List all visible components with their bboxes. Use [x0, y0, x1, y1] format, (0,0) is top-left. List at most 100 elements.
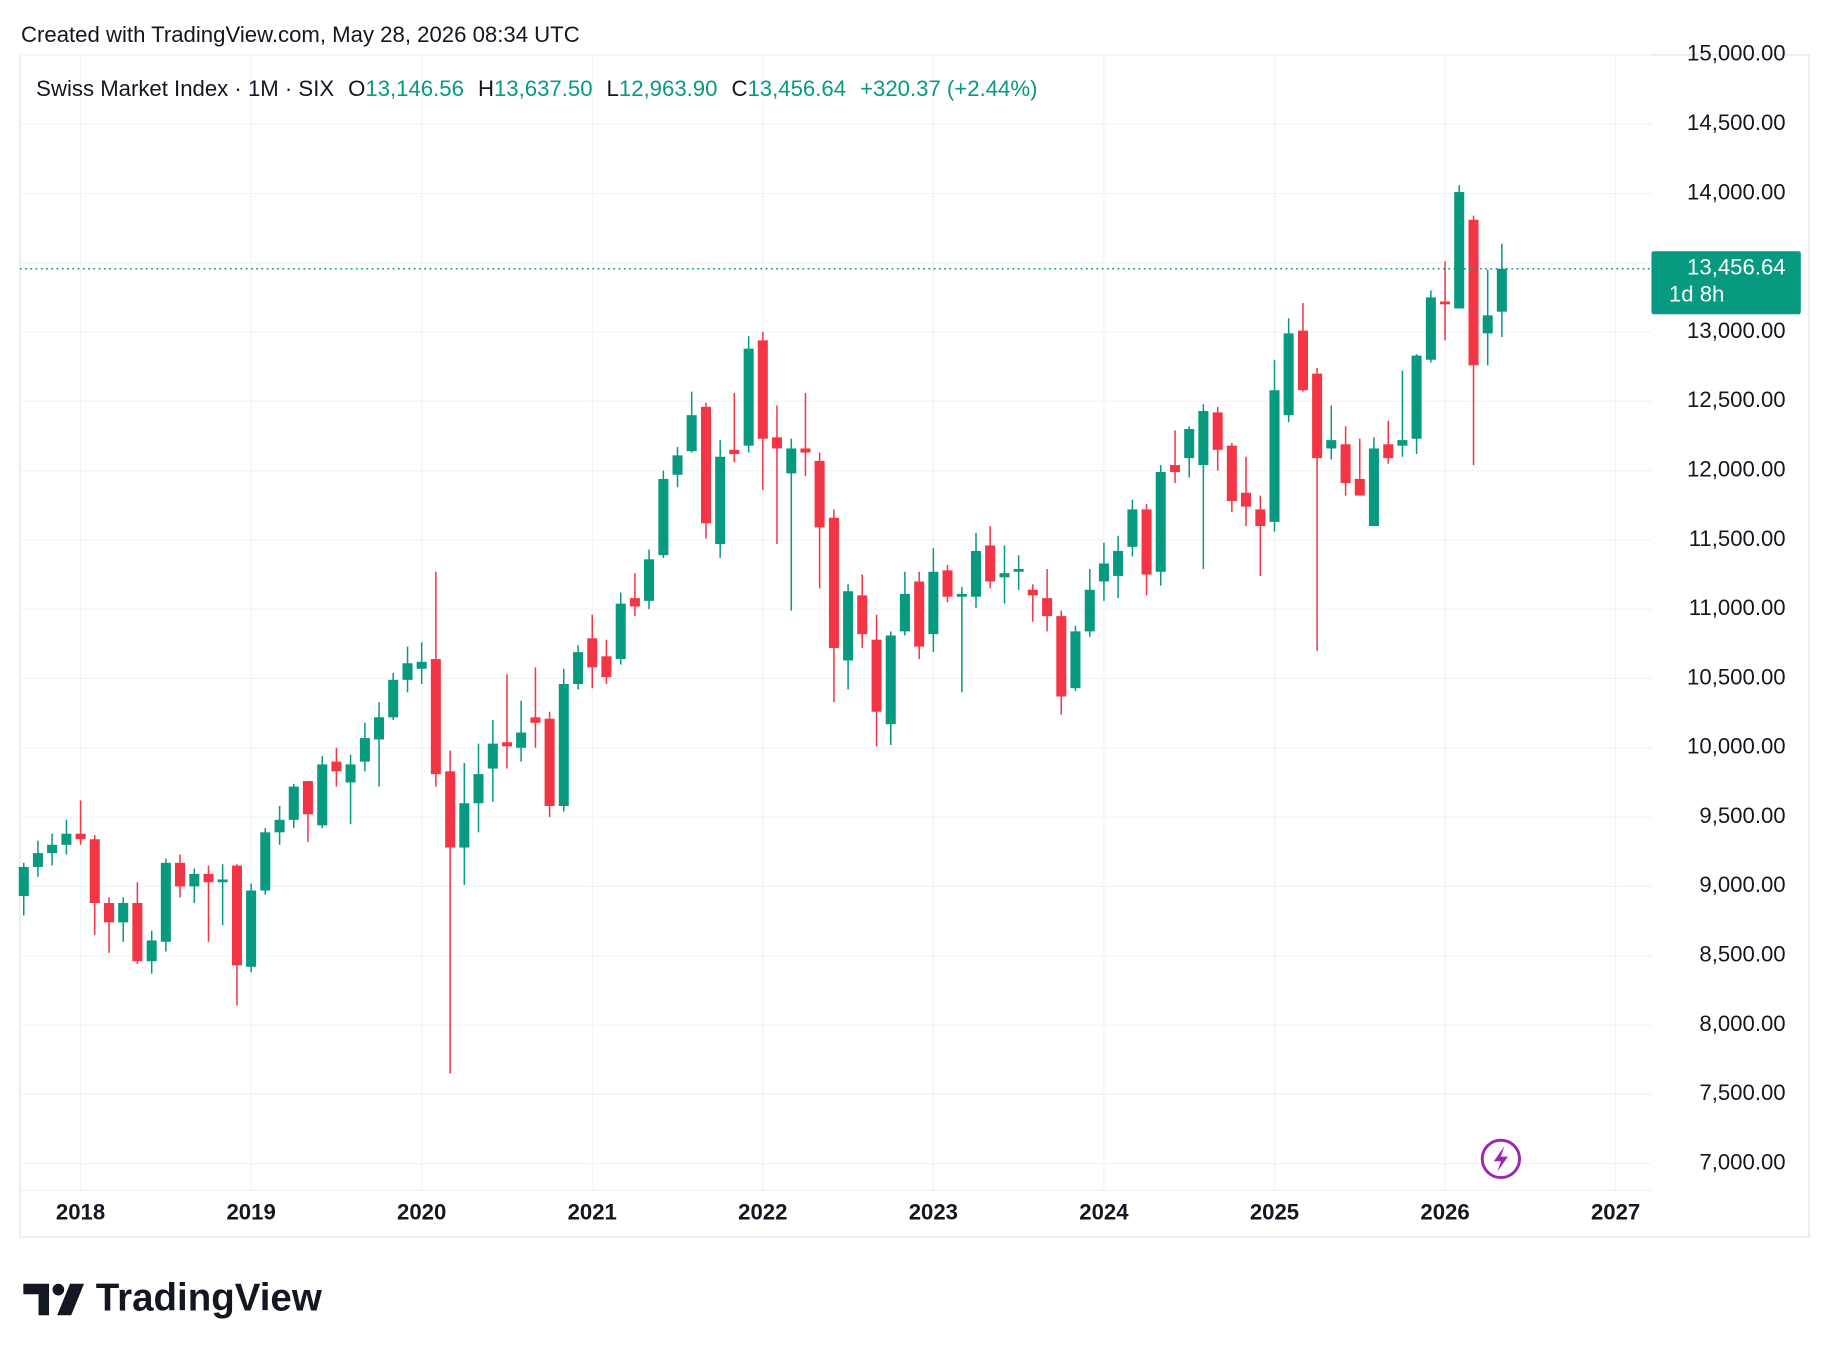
- x-tick-label: 2023: [909, 1200, 958, 1225]
- candle-body: [1212, 412, 1223, 450]
- candle-body: [402, 663, 413, 680]
- candle-body: [1042, 598, 1053, 617]
- candle-body: [857, 595, 868, 635]
- y-tick-label: 8,000.00: [1699, 1011, 1785, 1036]
- x-tick-label: 2026: [1420, 1200, 1469, 1225]
- logo-mark: [23, 1283, 50, 1316]
- legend-change: +320.37 (+2.44%): [860, 76, 1037, 101]
- candle-body: [302, 781, 313, 815]
- candle-body: [700, 406, 712, 524]
- candle-body: [771, 437, 782, 449]
- candle-body: [1056, 616, 1067, 697]
- axes: 7,000.00 7,500.00 8,000.00 8,500.00 9,000.00…: [19, 41, 1801, 1225]
- y-tick-label: 9,500.00: [1699, 803, 1785, 828]
- candle-body: [743, 348, 754, 446]
- legend-value: 12,963.90: [619, 76, 718, 101]
- candle-body: [359, 738, 370, 762]
- candle-body: [629, 598, 640, 607]
- candle-body: [1141, 509, 1152, 575]
- y-tick-label: 11,000.00: [1689, 595, 1786, 620]
- candle-body: [32, 853, 43, 867]
- candle-body: [1255, 509, 1266, 527]
- candle-body: [544, 718, 555, 806]
- candle-body: [1425, 297, 1436, 360]
- legend-value: 13,456.64: [747, 76, 846, 101]
- y-tick-label: 12,000.00: [1687, 456, 1786, 481]
- candle-body: [928, 571, 939, 635]
- candle-body: [160, 862, 171, 942]
- candle-body: [104, 902, 115, 923]
- candle-body: [558, 684, 569, 806]
- caption: Created with TradingView.com, May 28, 20…: [21, 22, 580, 47]
- candle-body: [487, 743, 498, 769]
- candle-body: [1184, 429, 1195, 459]
- candle-body: [132, 902, 143, 962]
- brand-logo: [23, 1283, 85, 1316]
- candle-body: [1155, 471, 1166, 572]
- logo-slash: [57, 1283, 85, 1316]
- y-tick-label: 14,500.00: [1687, 110, 1786, 135]
- candle-body: [1027, 589, 1038, 596]
- candle-body: [615, 603, 626, 660]
- candle-body: [1269, 390, 1280, 522]
- x-tick-label: 2022: [738, 1200, 787, 1225]
- legend-value: 13,637.50: [494, 76, 593, 101]
- y-tick-label: 13,000.00: [1687, 318, 1786, 343]
- candle-body: [800, 448, 811, 453]
- legend-key: H: [478, 76, 494, 101]
- legend-value: 13,146.56: [365, 76, 464, 101]
- candle-body: [1411, 355, 1422, 439]
- candle-body: [942, 570, 953, 597]
- y-tick-label: 7,000.00: [1699, 1149, 1785, 1174]
- candle-body: [18, 866, 29, 897]
- y-tick-label: 12,500.00: [1687, 387, 1786, 412]
- candle-body: [1496, 268, 1507, 312]
- candle-body: [416, 661, 427, 669]
- candle-body: [231, 865, 242, 966]
- legend-key: L: [607, 76, 619, 101]
- candle-body: [430, 659, 441, 775]
- candle-body: [1283, 333, 1294, 416]
- candle-body: [573, 652, 584, 685]
- candle-body: [118, 902, 129, 923]
- candle-body: [985, 545, 996, 582]
- candle-body: [1397, 440, 1408, 446]
- y-tick-label: 14,000.00: [1687, 179, 1786, 204]
- candle-body: [473, 774, 484, 804]
- candle-body: [1240, 492, 1252, 507]
- candle-body: [89, 839, 100, 903]
- candle-body: [1326, 440, 1337, 449]
- candle-body: [501, 742, 512, 747]
- candle-body: [970, 550, 982, 597]
- candle-body: [203, 873, 214, 883]
- candle-body: [1440, 301, 1451, 305]
- candle-body: [729, 449, 740, 454]
- candle-body: [388, 679, 399, 718]
- candle-body: [317, 764, 328, 826]
- candle-body: [516, 732, 527, 748]
- candle-body: [374, 717, 385, 740]
- last-price-label: 13,456.64: [1687, 255, 1786, 280]
- y-tick-label: 10,500.00: [1687, 664, 1786, 689]
- candle-body: [658, 478, 669, 556]
- x-tick-label: 2025: [1250, 1200, 1299, 1225]
- candle-body: [1070, 631, 1081, 689]
- candle-body: [644, 559, 655, 601]
- candle-body: [1297, 330, 1308, 391]
- candle-body: [672, 455, 683, 475]
- candle-body: [587, 638, 598, 668]
- candles: [18, 185, 1507, 1074]
- candle-body: [146, 940, 157, 962]
- candle-body: [1354, 478, 1365, 496]
- legend-key: O: [348, 76, 365, 101]
- x-tick-label: 2020: [397, 1200, 446, 1225]
- candle-body: [899, 593, 910, 632]
- legend-key: C: [731, 76, 747, 101]
- x-tick-label: 2018: [56, 1200, 105, 1225]
- candle-body: [246, 890, 257, 967]
- candle-body: [217, 879, 228, 883]
- candle-body: [260, 832, 271, 891]
